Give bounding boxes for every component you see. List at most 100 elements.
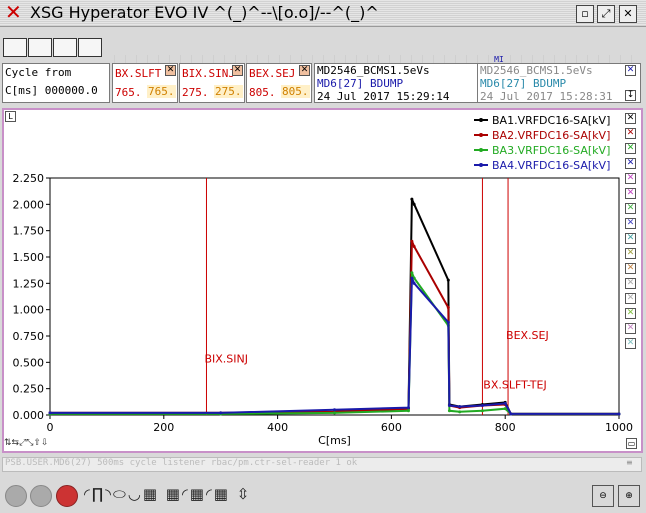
extra-check-icon[interactable]: ✕ bbox=[625, 308, 636, 319]
extra-check-icon[interactable]: ✕ bbox=[625, 278, 636, 289]
cycle-box: Cycle from C[ms] 000000.0 bbox=[2, 63, 110, 103]
extra-check-icon[interactable]: ✕ bbox=[625, 233, 636, 244]
info-reference-line2: MD6[27] BDUMP bbox=[480, 77, 567, 90]
x-tick-label: 800 bbox=[495, 421, 516, 434]
info-reference-line1: MD2546_BCMS1.5eVs bbox=[480, 64, 593, 77]
zoom-in-icon[interactable]: ⊕ bbox=[618, 485, 640, 507]
y-tick-label: 0.750 bbox=[13, 330, 45, 343]
series-point bbox=[509, 412, 513, 416]
series-point bbox=[412, 244, 416, 248]
annotation-label: BX.SLFT-TEJ bbox=[483, 379, 546, 392]
close-icon[interactable]: ✕ bbox=[5, 0, 22, 24]
plot-tools-icon[interactable]: ⇅⇆⤢⤡⇧⇩ bbox=[4, 438, 49, 448]
marker-close-icon[interactable]: ✕ bbox=[299, 65, 310, 76]
maximize-icon[interactable]: ⤢ bbox=[597, 5, 615, 23]
window-close-icon[interactable]: ✕ bbox=[619, 5, 637, 23]
trigger-icons[interactable]: ◜∏◝⬭◡▦ ▦◜▦◜▦ ⇳ bbox=[84, 485, 252, 503]
extra-check-icon[interactable]: ✕ bbox=[625, 173, 636, 184]
series-point bbox=[412, 202, 416, 206]
series-check-ba4[interactable]: ✕ bbox=[625, 158, 636, 169]
series-point bbox=[410, 271, 414, 275]
annotation-label: BIX.SINJ bbox=[204, 352, 248, 365]
info-current-line3: 24 Jul 2017 15:29:14 bbox=[317, 90, 450, 103]
y-tick-label: 1.000 bbox=[13, 304, 45, 317]
reference-close-icon[interactable]: ✕ bbox=[625, 65, 636, 76]
marker-name: BX.SLFT bbox=[115, 67, 162, 80]
x-tick-label: 400 bbox=[267, 421, 288, 434]
series-point bbox=[219, 411, 223, 415]
y-tick-label: 1.500 bbox=[13, 251, 45, 264]
marker-box-1: BX.SLFT ✕ 765. 765. bbox=[112, 63, 178, 103]
marker-value-2[interactable]: 275. bbox=[214, 85, 243, 98]
marker-close-icon[interactable]: ✕ bbox=[165, 65, 176, 76]
annotation-label: BEX.SEJ bbox=[506, 329, 549, 342]
extra-check-icon[interactable]: ✕ bbox=[625, 248, 636, 259]
cycle-label: Cycle from bbox=[5, 66, 72, 79]
stop-icon[interactable] bbox=[56, 485, 78, 507]
series-point bbox=[447, 404, 451, 408]
series-point bbox=[503, 407, 507, 411]
extra-check-icon[interactable]: ✕ bbox=[625, 203, 636, 214]
toolbar: MI 27 BI bbox=[0, 27, 646, 91]
marker-box-3: BEX.SEJ ✕ 805. 805. bbox=[246, 63, 312, 103]
plot-bottom-right-icon[interactable]: ▭ bbox=[626, 438, 637, 449]
x-tick-label: 0 bbox=[47, 421, 54, 434]
cycle-value[interactable]: C[ms] 000000.0 bbox=[5, 84, 98, 97]
reference-save-icon[interactable]: ↧ bbox=[625, 90, 636, 101]
x-tick-label: 600 bbox=[381, 421, 402, 434]
y-tick-label: 1.250 bbox=[13, 277, 45, 290]
status-handle[interactable]: ≡ bbox=[626, 458, 633, 467]
bottom-toolbar bbox=[0, 478, 646, 513]
chart: 0.000 0.250 0.500 0.750 1.000 1.250 1.500 1.750… bbox=[13, 114, 634, 447]
series-point bbox=[410, 197, 414, 201]
marker-close-icon[interactable]: ✕ bbox=[232, 65, 243, 76]
zoom-out-icon[interactable]: ⊖ bbox=[592, 485, 614, 507]
extra-series-checks: ✕ ✕ ✕ ✕ ✕ ✕ ✕ ✕ ✕ ✕ ✕ ✕ bbox=[624, 173, 638, 349]
tools-icon[interactable] bbox=[78, 38, 102, 57]
marker-value-1[interactable]: 805. bbox=[249, 86, 276, 99]
series-check-ba3[interactable]: ✕ bbox=[625, 143, 636, 154]
extra-check-icon[interactable]: ✕ bbox=[625, 293, 636, 304]
series-point bbox=[480, 404, 484, 408]
marker-value-1[interactable]: 765. bbox=[115, 86, 142, 99]
marker-value-2[interactable]: 765. bbox=[147, 85, 176, 98]
extra-check-icon[interactable]: ✕ bbox=[625, 338, 636, 349]
series-check-ba2[interactable]: ✕ bbox=[625, 128, 636, 139]
window-title: XSG Hyperator EVO IV ^(_)^--\[o.o]/--^(_… bbox=[30, 3, 379, 22]
marker-name: BIX.SINJ bbox=[182, 67, 235, 80]
legend-label: BA1.VRFDC16-SA[kV] bbox=[492, 114, 610, 127]
info-current: MD2546_BCMS1.5eVs MD6[27] BDUMP 24 Jul 2… bbox=[314, 63, 479, 103]
series-point bbox=[412, 276, 416, 280]
extra-check-icon[interactable]: ✕ bbox=[625, 188, 636, 199]
y-tick-label: 0.500 bbox=[13, 356, 45, 369]
extra-check-icon[interactable]: ✕ bbox=[625, 218, 636, 229]
y-tick-label: 1.750 bbox=[13, 225, 45, 238]
marker-value-2[interactable]: 805. bbox=[281, 85, 310, 98]
legend-dot bbox=[479, 133, 483, 137]
info-reference-line3: 24 Jul 2017 15:28:31 bbox=[480, 90, 613, 103]
series-point bbox=[447, 409, 451, 413]
config-icon[interactable] bbox=[53, 38, 77, 57]
minimize-icon[interactable]: ▫ bbox=[576, 5, 594, 23]
print-icon[interactable] bbox=[28, 38, 52, 57]
series-point bbox=[410, 239, 414, 243]
series-point bbox=[480, 409, 484, 413]
marker-name: BEX.SEJ bbox=[249, 67, 296, 80]
record-icon[interactable] bbox=[5, 485, 27, 507]
series-point bbox=[446, 320, 450, 324]
plot-corner-icon[interactable]: L bbox=[5, 111, 16, 122]
marker-value-1[interactable]: 275. bbox=[182, 86, 209, 99]
extra-check-icon[interactable]: ✕ bbox=[625, 323, 636, 334]
extra-check-icon[interactable]: ✕ bbox=[625, 263, 636, 274]
series-point bbox=[458, 410, 462, 414]
series-check-ba1[interactable]: ✕ bbox=[625, 113, 636, 124]
marker-box-2: BIX.SINJ ✕ 275. 275. bbox=[179, 63, 245, 103]
series-point bbox=[406, 406, 410, 410]
legend-dot bbox=[479, 148, 483, 152]
series-point bbox=[503, 401, 507, 405]
y-tick-label: 0.000 bbox=[13, 409, 45, 422]
screen-icon[interactable] bbox=[3, 38, 27, 57]
series-point bbox=[333, 408, 336, 412]
pause-icon[interactable] bbox=[30, 485, 52, 507]
series-point bbox=[412, 281, 416, 285]
